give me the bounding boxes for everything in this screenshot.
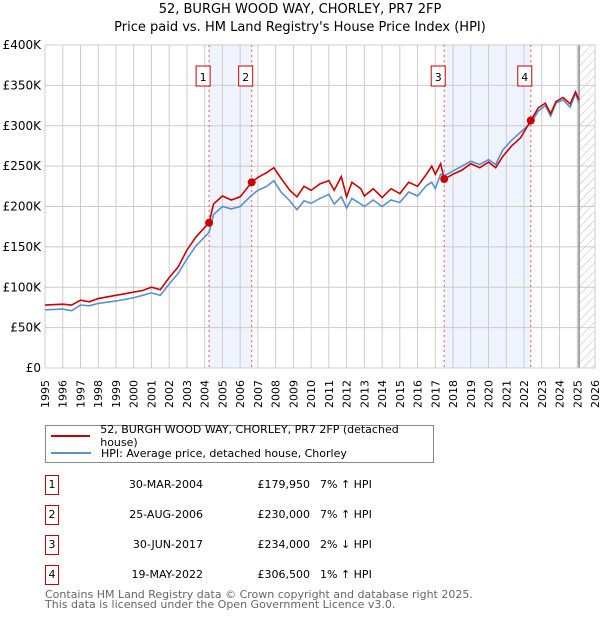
sale-marker-box	[195, 65, 211, 87]
sale-marker-label: 4	[521, 71, 528, 84]
property-line	[44, 89, 580, 306]
sale-price: £234,000	[257, 538, 311, 551]
y-tick-label: £100K	[3, 280, 43, 294]
sale-date: 25-AUG-2006	[129, 508, 203, 521]
sale-marker-label: 2	[242, 71, 249, 84]
sale-point	[247, 178, 256, 187]
x-tick-label: 1998	[92, 380, 105, 408]
legend-label: 52, BURGH WOOD WAY, CHORLEY, PR7 2FP (de…	[100, 423, 399, 449]
x-tick-label: 2005	[216, 380, 229, 408]
x-tick-label: 2022	[518, 380, 531, 408]
sale-hpi-diff: 7% ↑ HPI	[320, 478, 372, 491]
x-tick-label: 1999	[110, 380, 123, 408]
footer-line-1: Contains HM Land Registry data © Crown c…	[45, 588, 473, 601]
sale-row: 3 30-JUN-2017 £234,000 2% ↓ HPI	[45, 535, 465, 555]
sale-hpi-diff: 7% ↑ HPI	[320, 508, 372, 521]
y-tick-label: £300K	[3, 119, 43, 133]
sale-row: 4 19-MAY-2022 £306,500 1% ↑ HPI	[45, 565, 465, 585]
sale-date: 19-MAY-2022	[131, 568, 203, 581]
sale-hpi-diff: 2% ↓ HPI	[320, 538, 372, 551]
sale-point	[205, 218, 214, 227]
x-tick-label: 2002	[163, 380, 176, 408]
sale-hpi-diff: 1% ↑ HPI	[320, 568, 372, 581]
chart-title: 52, BURGH WOOD WAY, CHORLEY, PR7 2FP	[158, 2, 442, 17]
sale-marker: 4	[45, 565, 59, 585]
sale-marker: 1	[45, 475, 59, 495]
footer-line-2: This data is licensed under the Open Gov…	[45, 598, 396, 611]
sale-marker-label: 3	[435, 71, 442, 84]
x-tick-label: 2008	[270, 380, 283, 408]
x-tick-label: 2025	[571, 380, 584, 408]
y-tick-label: £0	[26, 361, 41, 375]
chart-subtitle: Price paid vs. HM Land Registry's House …	[114, 20, 486, 35]
legend-label: HPI: Average price, detached house, Chor…	[101, 446, 347, 460]
x-tick-label: 1995	[39, 380, 52, 408]
x-tick-label: 2000	[128, 380, 141, 408]
x-tick-label: 2010	[305, 380, 318, 408]
x-tick-label: 1997	[74, 380, 87, 408]
plot-border	[44, 44, 596, 369]
sale-date: 30-JUN-2017	[132, 538, 203, 551]
x-tick-label: 2020	[483, 380, 496, 408]
y-tick-label: £200K	[3, 200, 43, 214]
sale-point	[526, 116, 535, 125]
legend: 52, BURGH WOOD WAY, CHORLEY, PR7 2FP (de…	[45, 423, 434, 463]
x-tick-label: 2013	[358, 380, 371, 408]
x-tick-label: 2021	[500, 380, 513, 408]
x-tick-label: 2014	[376, 380, 389, 408]
x-tick-label: 2018	[447, 380, 460, 408]
x-tick-label: 2004	[199, 380, 212, 408]
legend-item-hpi: HPI: Average price, detached house, Chor…	[46, 445, 347, 461]
x-tick-label: 1996	[57, 380, 70, 408]
sale-marker-box	[517, 65, 533, 87]
sale-date: 30-MAR-2004	[128, 478, 203, 491]
x-tick-label: 2001	[145, 380, 158, 408]
hpi-line	[44, 91, 580, 312]
x-tick-label: 2023	[536, 380, 549, 408]
x-tick-label: 2012	[341, 380, 354, 408]
y-tick-label: £400K	[3, 38, 43, 52]
sale-row: 1 30-MAR-2004 £179,950 7% ↑ HPI	[45, 475, 465, 495]
x-tick-label: 2007	[252, 380, 265, 408]
x-tick-label: 2011	[323, 380, 336, 408]
x-tick-label: 2024	[554, 380, 567, 408]
sale-price: £179,950	[257, 478, 311, 491]
x-tick-label: 2026	[589, 380, 600, 408]
sale-point	[440, 175, 449, 184]
x-tick-label: 2015	[394, 380, 407, 408]
y-tick-label: £50K	[10, 321, 42, 335]
legend-swatch-blue	[51, 452, 91, 454]
sale-marker: 3	[45, 535, 59, 555]
x-tick-label: 2016	[412, 380, 425, 408]
x-tick-label: 2006	[234, 380, 247, 408]
x-tick-label: 2009	[287, 380, 300, 408]
price-chart: 1995 1996 1997 1998 1999 2000 2001 2002 2003 2004…	[3, 38, 600, 408]
legend-swatch-red	[51, 435, 91, 437]
sale-row: 2 25-AUG-2006 £230,000 7% ↑ HPI	[45, 505, 465, 525]
legend-item-property: 52, BURGH WOOD WAY, CHORLEY, PR7 2FP (de…	[46, 423, 433, 449]
sale-price: £306,500	[257, 568, 311, 581]
sale-marker-box	[430, 65, 446, 87]
y-tick-label: £250K	[3, 159, 43, 173]
x-tick-label: 2003	[181, 380, 194, 408]
sale-marker-box	[238, 65, 254, 87]
y-tick-label: £350K	[3, 78, 43, 92]
sale-marker-label: 1	[200, 71, 207, 84]
x-tick-label: 2017	[429, 380, 442, 408]
sale-marker: 2	[45, 505, 59, 525]
footer: Contains HM Land Registry data © Crown c…	[45, 588, 473, 611]
y-tick-label: £150K	[3, 240, 43, 254]
sale-price: £230,000	[257, 508, 311, 521]
x-tick-label: 2019	[465, 380, 478, 408]
